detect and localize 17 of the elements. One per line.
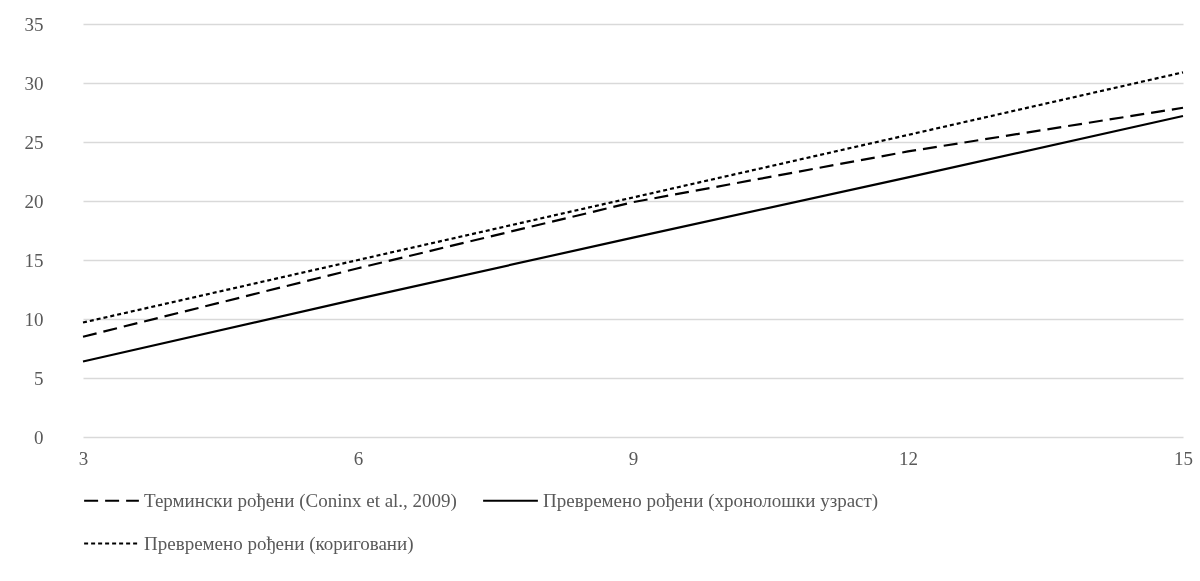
- x-tick-label: 12: [899, 447, 918, 469]
- x-tick-label: 3: [78, 447, 89, 469]
- line-series: [81, 71, 1185, 324]
- y-tick-label: 30: [24, 72, 44, 94]
- x-tick-label: 6: [353, 447, 364, 469]
- y-tick-label: 10: [24, 308, 44, 330]
- legend-label: Превремено рођени (кориговани): [144, 532, 414, 555]
- y-tick-label: 0: [34, 426, 44, 448]
- y-tick-label: 35: [24, 13, 44, 35]
- y-tick-label: 5: [34, 367, 44, 389]
- y-tick-label: 20: [24, 190, 44, 212]
- x-tick-label: 9: [628, 447, 639, 469]
- x-tick-label: 15: [1174, 447, 1193, 469]
- legend-label: Термински рођени (Coninx et al., 2009): [144, 489, 457, 512]
- y-tick-label: 25: [24, 131, 44, 153]
- legend-label: Превремено рођени (хронолошки узраст): [543, 489, 879, 512]
- y-tick-label: 15: [24, 249, 44, 271]
